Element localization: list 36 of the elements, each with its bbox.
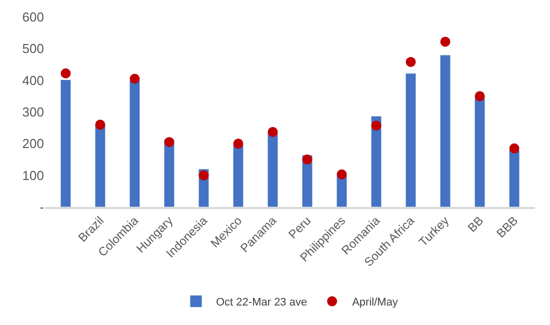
point xyxy=(406,56,416,67)
point xyxy=(95,120,106,130)
point xyxy=(130,74,140,84)
bar xyxy=(164,139,175,207)
point xyxy=(440,36,450,47)
bar xyxy=(474,98,486,207)
bar xyxy=(405,73,416,207)
bar xyxy=(129,80,140,207)
legend-label: April/May xyxy=(352,296,398,309)
bar xyxy=(232,145,244,207)
legend-label: Oct 22-Mar 23 ave xyxy=(216,296,308,309)
point xyxy=(474,91,485,102)
bar xyxy=(370,116,382,207)
bar xyxy=(94,124,106,207)
point xyxy=(164,137,174,148)
y-tick-label: 200 xyxy=(22,136,44,152)
bar xyxy=(336,175,348,207)
x-tick-label: BB xyxy=(464,214,486,235)
point xyxy=(198,170,209,180)
point xyxy=(336,169,347,180)
point xyxy=(268,126,278,137)
point xyxy=(233,138,244,149)
y-tick-label: 600 xyxy=(22,10,44,25)
y-tick-label: - xyxy=(40,200,44,215)
y-tick-label: 500 xyxy=(22,41,44,56)
point xyxy=(371,120,382,131)
y-tick-label: 100 xyxy=(22,168,44,183)
point xyxy=(302,154,312,164)
bar xyxy=(60,79,72,207)
bar xyxy=(267,132,278,207)
bar xyxy=(440,54,451,207)
point xyxy=(509,143,520,154)
bar xyxy=(508,150,520,207)
point xyxy=(60,68,71,78)
y-tick-label: 400 xyxy=(22,72,44,88)
y-tick-label: 300 xyxy=(22,104,44,120)
